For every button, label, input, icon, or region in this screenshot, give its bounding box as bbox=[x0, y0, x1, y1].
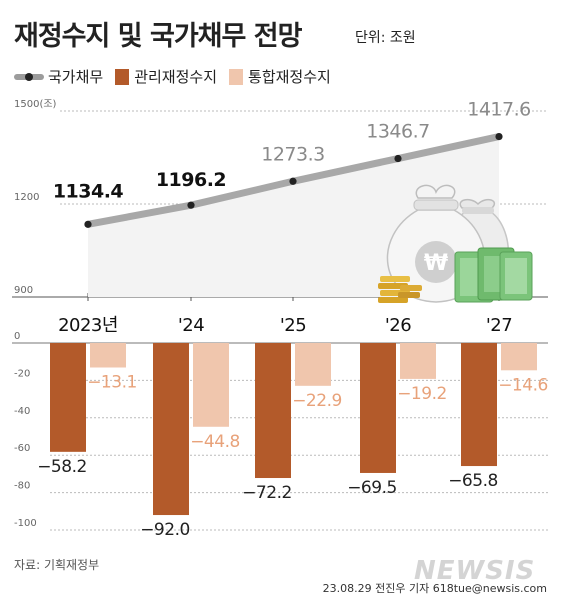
legend-label-consolidated: 통합재정수지 bbox=[248, 68, 331, 86]
line-tick-label: 1500(조) bbox=[14, 99, 57, 110]
svg-text:₩: ₩ bbox=[424, 251, 448, 276]
x-tick-label: '24 bbox=[178, 315, 204, 336]
managed-balance-label: −92.0 bbox=[140, 520, 190, 540]
consolidated-balance-label: −22.9 bbox=[292, 391, 342, 411]
legend-label-managed: 관리재정수지 bbox=[134, 68, 218, 86]
legend: 국가채무 관리재정수지 통합재정수지 bbox=[14, 66, 343, 87]
debt-point bbox=[394, 154, 402, 163]
legend-item-debt: 국가채무 bbox=[14, 66, 103, 87]
debt-value-label: 1273.3 bbox=[261, 143, 324, 165]
bar-tick-label: -60 bbox=[14, 443, 30, 454]
consolidated-balance-bar bbox=[193, 343, 229, 427]
source-note: 자료: 기획재정부 bbox=[14, 558, 100, 572]
banknote-stack-icon bbox=[454, 247, 533, 303]
coin-stack-icon bbox=[378, 276, 422, 303]
debt-value-label: 1196.2 bbox=[156, 169, 226, 191]
legend-swatch-debt bbox=[14, 72, 44, 81]
debt-point bbox=[289, 177, 297, 185]
consolidated-balance-label: −44.8 bbox=[190, 432, 240, 452]
legend-item-consolidated: 통합재정수지 bbox=[229, 66, 331, 87]
debt-line-segment bbox=[394, 133, 503, 163]
consolidated-balance-label: −19.2 bbox=[397, 384, 447, 404]
bar-tick-label: -100 bbox=[14, 518, 37, 529]
x-tick-label: 2023년 bbox=[58, 315, 118, 336]
line-tick-label: 900 bbox=[14, 285, 33, 296]
legend-item-managed: 관리재정수지 bbox=[115, 66, 217, 87]
debt-value-label: 1417.6 bbox=[467, 99, 530, 121]
managed-balance-bar bbox=[461, 343, 497, 467]
watermark-logo: NEWSIS bbox=[414, 556, 536, 586]
debt-value-label: 1134.4 bbox=[53, 180, 124, 202]
debt-line-segment bbox=[289, 155, 402, 185]
bar-tick-label: -20 bbox=[14, 368, 30, 379]
consolidated-balance-label: −13.1 bbox=[87, 372, 137, 392]
legend-swatch-consolidated bbox=[229, 68, 244, 85]
consolidated-balance-bar bbox=[501, 343, 537, 371]
legend-swatch-managed bbox=[115, 68, 130, 85]
managed-balance-label: −69.5 bbox=[347, 478, 397, 498]
x-tick-label: '25 bbox=[280, 315, 306, 336]
x-tick-label: '27 bbox=[486, 315, 512, 336]
consolidated-balance-bar bbox=[295, 343, 331, 386]
managed-balance-bar bbox=[50, 343, 86, 452]
credit-line: 23.08.29 전진우 기자 618tue@newsis.com bbox=[322, 582, 547, 595]
unit-label: 단위: 조원 bbox=[355, 30, 416, 46]
bar-tick-label: -80 bbox=[14, 481, 30, 492]
debt-point bbox=[495, 132, 503, 141]
consolidated-balance-label: −14.6 bbox=[498, 375, 548, 395]
line-tick-label: 1200 bbox=[14, 192, 39, 203]
managed-balance-bar bbox=[255, 343, 291, 479]
legend-label-debt: 국가채무 bbox=[48, 68, 104, 86]
bar-tick-label: 0 bbox=[14, 331, 20, 342]
debt-line-segment bbox=[84, 201, 195, 228]
debt-point bbox=[187, 201, 195, 209]
managed-balance-bar bbox=[153, 343, 189, 516]
managed-balance-label: −65.8 bbox=[448, 471, 498, 491]
managed-balance-label: −58.2 bbox=[37, 457, 87, 477]
chart-title: 재정수지 및 국가채무 전망 bbox=[14, 21, 302, 52]
consolidated-balance-bar bbox=[90, 343, 126, 368]
managed-balance-bar bbox=[360, 343, 396, 473]
x-tick-label: '26 bbox=[385, 315, 411, 336]
bar-tick-label: -40 bbox=[14, 406, 30, 417]
consolidated-balance-bar bbox=[400, 343, 436, 379]
debt-value-label: 1346.7 bbox=[366, 121, 429, 143]
money-illustration: ₩ bbox=[378, 184, 533, 303]
debt-point bbox=[84, 220, 92, 228]
debt-line-segment bbox=[187, 177, 297, 209]
managed-balance-label: −72.2 bbox=[242, 483, 292, 503]
